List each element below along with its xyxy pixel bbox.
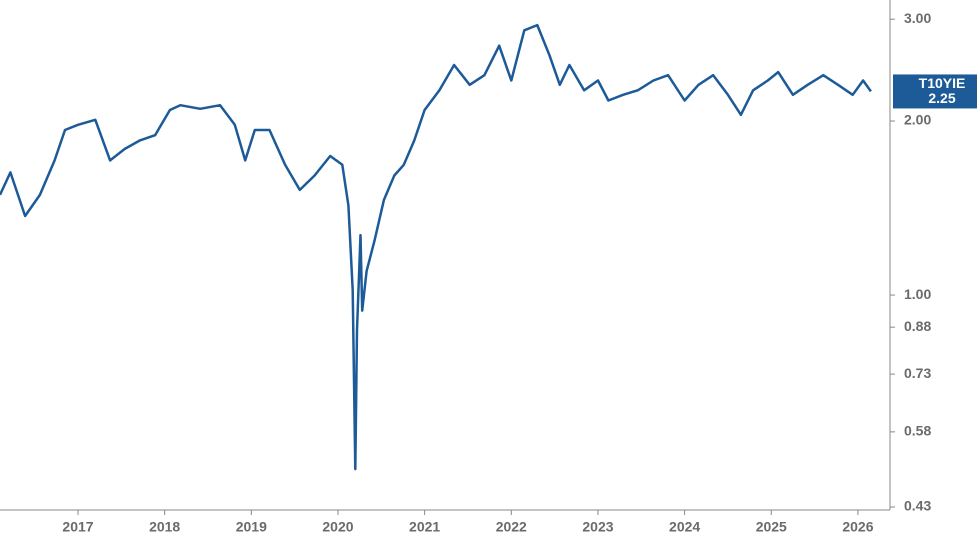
last-value-box — [893, 74, 977, 109]
data-line — [0, 23, 872, 471]
y-tick-label: 0.43 — [904, 498, 931, 514]
x-tick-label: 2021 — [409, 519, 440, 535]
x-tick-label: 2018 — [149, 519, 180, 535]
last-value-label: 2.25 — [928, 90, 955, 106]
y-tick-label: 0.88 — [904, 318, 931, 334]
x-tick-label: 2019 — [236, 519, 267, 535]
series-name: T10YIE — [919, 75, 966, 91]
y-tick-label: 1.00 — [904, 286, 931, 302]
x-tick-label: 2017 — [62, 519, 93, 535]
y-tick-label: 0.58 — [904, 423, 931, 439]
x-tick-label: 2024 — [669, 519, 700, 535]
y-tick-label: 0.73 — [904, 365, 931, 381]
y-tick-label: 3.00 — [904, 10, 931, 26]
y-tick-label: 2.00 — [904, 112, 931, 128]
x-tick-label: 2023 — [582, 519, 613, 535]
x-tick-label: 2025 — [756, 519, 787, 535]
x-tick-label: 2026 — [842, 519, 873, 535]
x-tick-label: 2022 — [496, 519, 527, 535]
x-tick-label: 2020 — [322, 519, 353, 535]
